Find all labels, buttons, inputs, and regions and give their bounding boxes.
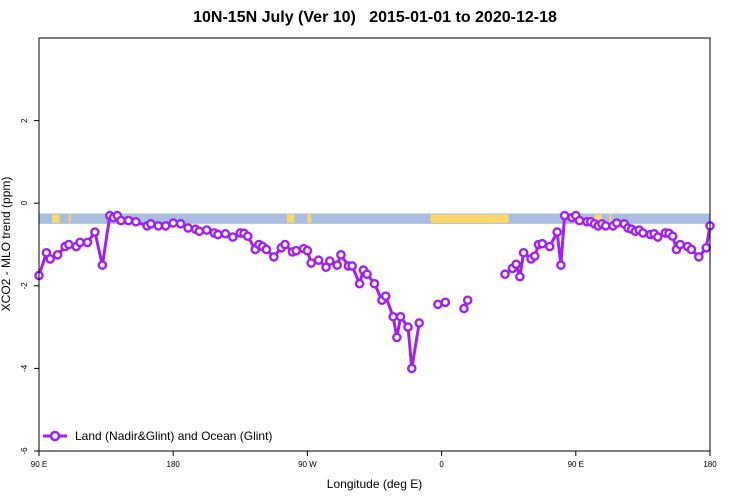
data-point — [574, 215, 585, 226]
land-indochina — [594, 214, 602, 223]
data-point — [332, 260, 343, 270]
data-point — [388, 311, 398, 322]
data-point — [336, 250, 346, 260]
data-point — [324, 256, 335, 266]
y-tick-label: -6 — [20, 447, 29, 455]
data-point — [529, 251, 540, 261]
data-point — [395, 311, 406, 322]
x-axis-label: Longitude (deg E) — [327, 477, 422, 491]
data-point — [45, 254, 55, 264]
data-point — [544, 241, 555, 252]
x-tick-label: 90 E — [31, 460, 47, 469]
data-point — [433, 299, 443, 310]
data-point — [269, 252, 279, 262]
data-point — [440, 297, 451, 308]
data-point — [675, 239, 685, 250]
land-central-america-2 — [307, 214, 312, 223]
x-tick-label: 90 E — [568, 460, 584, 469]
data-point — [347, 261, 357, 271]
data-point — [500, 269, 510, 280]
data-point — [511, 259, 521, 270]
y-tick-label: -2 — [20, 282, 29, 290]
data-point — [64, 239, 74, 250]
y-tick-label: -4 — [20, 364, 29, 372]
data-point — [90, 227, 100, 237]
data-point — [612, 218, 622, 228]
x-tick-label: 0 — [439, 460, 444, 469]
y-axis: -6 -4 -2 0 2 — [20, 118, 39, 455]
land-island — [68, 214, 71, 223]
data-point — [116, 215, 126, 226]
data-point — [52, 250, 63, 260]
data-point — [160, 221, 171, 231]
data-point — [306, 258, 316, 268]
data-point — [362, 269, 372, 280]
data-point — [459, 303, 469, 314]
data-point — [82, 237, 93, 248]
data-point — [403, 322, 413, 332]
data-point — [302, 245, 313, 256]
data-point — [667, 231, 678, 242]
data-point — [556, 260, 566, 270]
data-point — [168, 218, 178, 228]
data-point — [153, 221, 164, 231]
x-tick-label: 180 — [167, 460, 181, 469]
data-point — [600, 221, 611, 231]
data-point — [462, 295, 473, 306]
land-africa — [430, 214, 509, 223]
data-point — [406, 363, 417, 374]
data-point — [280, 239, 290, 250]
x-axis: 90 E 180 90 W 0 90 E 180 — [31, 451, 717, 469]
plot-frame — [38, 37, 711, 452]
chart-title: 10N-15N July (Ver 10) 2015-01-01 to 2020… — [193, 9, 557, 26]
map-band — [39, 213, 710, 224]
data-point — [291, 245, 302, 256]
data-point — [201, 225, 212, 235]
data-point — [261, 244, 272, 255]
data-point — [220, 228, 231, 239]
land-philippines — [609, 214, 612, 223]
legend-marker — [49, 430, 61, 442]
legend: Land (Nadir&Glint) and Ocean (Glint) — [43, 429, 272, 443]
land-central-america — [286, 214, 295, 223]
data-point — [518, 247, 529, 258]
data-point — [414, 318, 425, 328]
land-arabia — [486, 214, 498, 223]
data-point — [75, 237, 85, 248]
ocean-band — [39, 213, 710, 224]
data-point — [369, 278, 380, 289]
land-asia — [52, 214, 60, 223]
data-point — [380, 291, 391, 301]
data-point — [228, 232, 238, 242]
data-point — [131, 216, 141, 227]
data-point — [97, 260, 108, 270]
data-point — [653, 232, 663, 242]
data-point — [213, 229, 223, 240]
x-tick-label: 90 W — [298, 460, 317, 469]
data-point — [242, 231, 253, 242]
data-point — [354, 278, 365, 289]
data-point — [559, 210, 570, 221]
data-point — [146, 219, 156, 229]
data-point — [123, 215, 134, 226]
legend-label: Land (Nadir&Glint) and Ocean (Glint) — [75, 429, 272, 443]
y-axis-label: XCO2 - MLO trend (ppm) — [0, 177, 13, 312]
data-point — [537, 238, 548, 249]
data-point — [183, 223, 193, 233]
data-point — [701, 243, 712, 253]
data-point — [552, 227, 562, 237]
data-point — [515, 271, 525, 282]
data-point — [686, 244, 697, 255]
x-tick-label: 180 — [703, 460, 717, 469]
data-point — [313, 255, 324, 265]
series-layer — [34, 210, 715, 374]
data-point — [694, 252, 704, 262]
y-tick-label: 0 — [20, 200, 29, 205]
y-tick-label: 2 — [20, 118, 29, 123]
data-point — [392, 332, 402, 343]
data-point — [175, 219, 186, 229]
data-point — [194, 226, 205, 237]
data-point — [638, 228, 648, 238]
